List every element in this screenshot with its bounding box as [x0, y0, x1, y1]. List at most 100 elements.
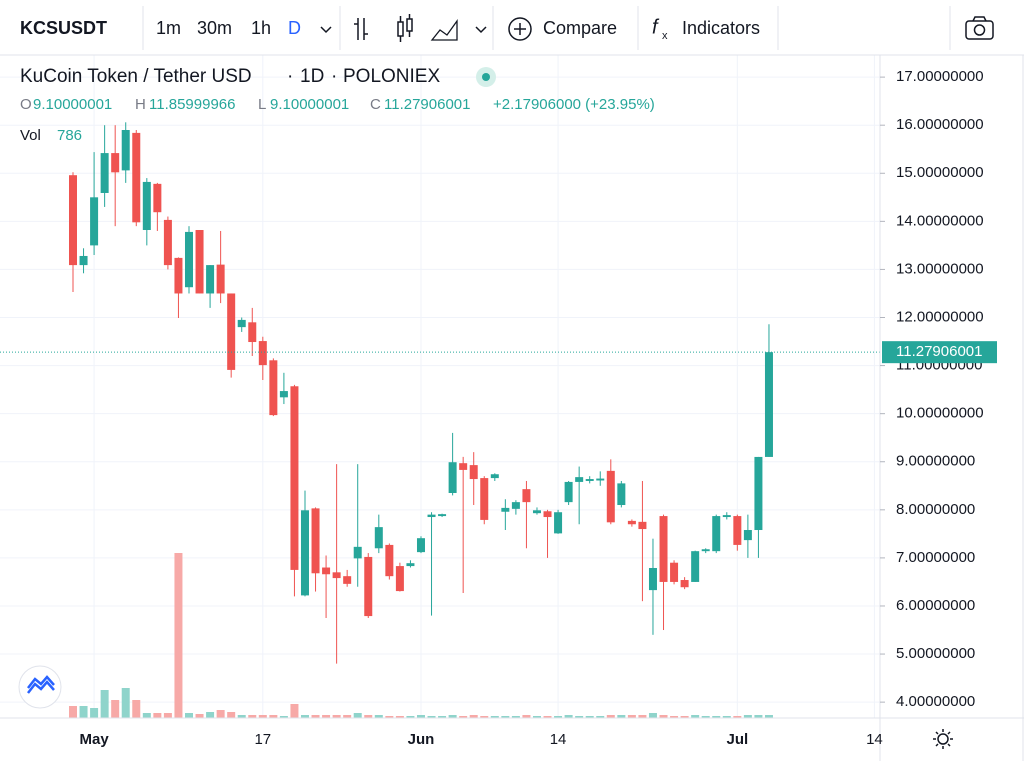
area-style-icon[interactable] [430, 18, 458, 41]
volume-value: 786 [57, 127, 82, 144]
candle-body [121, 130, 130, 171]
y-tick-label: 13.00000000 [896, 260, 984, 277]
candle-body [395, 566, 404, 592]
candle-body [564, 481, 573, 503]
candle-body [269, 360, 278, 416]
settings-icon[interactable] [933, 729, 953, 749]
indicators-icon[interactable]: x [662, 30, 668, 42]
volume-bar [111, 700, 120, 718]
candle-body [111, 153, 120, 173]
candle-body [69, 175, 77, 266]
volume-pane [69, 553, 773, 718]
interval-button[interactable]: D [288, 18, 301, 38]
logo-mark [27, 675, 55, 694]
x-tick-label: May [79, 731, 109, 748]
y-tick-label: 4.00000000 [896, 693, 975, 710]
legend-interval: 1D [300, 66, 324, 87]
interval-button[interactable]: 1h [251, 18, 271, 38]
separator: · [331, 66, 337, 87]
volume-bar [237, 715, 246, 718]
ohlc-label: C [370, 96, 381, 113]
volume-bar [585, 716, 594, 718]
candle-body [511, 502, 520, 509]
volume-bar [227, 712, 236, 718]
snapshot-icon[interactable] [965, 16, 994, 40]
candle-style-icon[interactable] [397, 14, 413, 42]
ohlc-label: H [135, 96, 146, 113]
candle-body [575, 477, 584, 482]
volume-bar [648, 713, 657, 718]
candle-body [290, 386, 299, 570]
candle-body [237, 319, 246, 328]
volume-bar [322, 715, 331, 718]
candle-body [174, 257, 183, 294]
last-price-label: 11.27906001 [896, 343, 982, 360]
volume-bar [206, 712, 215, 718]
candle-body [501, 507, 510, 512]
volume-bar [279, 716, 288, 718]
candle-body [585, 479, 594, 481]
volume-bar [480, 716, 489, 718]
volume-bar [385, 716, 394, 718]
status-dot [482, 73, 490, 81]
volume-bar [438, 716, 447, 718]
y-tick-label: 10.00000000 [896, 405, 984, 422]
exchange: POLONIEX [343, 66, 440, 87]
y-tick-label: 12.00000000 [896, 308, 984, 325]
style-menu[interactable] [475, 26, 487, 34]
volume-bar [522, 715, 531, 718]
volume-bar [448, 715, 457, 718]
symbol[interactable]: KCSUSDT [20, 18, 107, 38]
candle-body [227, 293, 236, 370]
volume-bar [459, 716, 468, 718]
candles [0, 122, 880, 664]
volume-bar [195, 714, 204, 718]
y-tick-label: 9.00000000 [896, 453, 975, 470]
toolbar [0, 0, 1024, 55]
volume-bar [290, 704, 299, 718]
compare-icon[interactable] [508, 17, 532, 41]
candle-body [206, 265, 215, 294]
volume-bar [427, 716, 436, 718]
candle-body [648, 567, 657, 591]
volume-bar [174, 553, 183, 718]
candle-body [490, 474, 499, 479]
volume-bar [659, 715, 668, 718]
indicators-icon[interactable]: f [652, 16, 660, 38]
interval-button[interactable]: 30m [197, 18, 232, 38]
y-tick-label: 15.00000000 [896, 164, 984, 181]
indicators-button[interactable]: Indicators [682, 18, 760, 38]
volume-bar [153, 713, 162, 718]
candle-body [627, 520, 636, 525]
change: +2.17906000 (+23.95%) [493, 96, 655, 113]
volume-bar [554, 716, 563, 718]
ohlc-legend: O 9.10000001 H 11.85999966 L 9.10000001 … [20, 96, 655, 113]
bar-style-icon[interactable] [354, 18, 368, 40]
candle-body [638, 521, 647, 530]
volume-bar [69, 706, 77, 718]
interval-button[interactable]: 1m [156, 18, 181, 38]
candle-body [459, 463, 468, 470]
interval-menu[interactable] [320, 26, 332, 34]
candle-body [132, 132, 141, 223]
volume-bar [501, 716, 510, 718]
compare-button[interactable]: Compare [543, 18, 617, 38]
volume-bar [100, 690, 109, 718]
candle-body [195, 230, 204, 294]
candle-body [332, 572, 341, 579]
candle-body [364, 556, 373, 617]
candle-body [448, 462, 457, 493]
candle-body [100, 153, 109, 193]
volume-bar [764, 715, 773, 718]
candle-body [416, 538, 425, 553]
candle-body [691, 551, 700, 582]
grid [0, 55, 880, 718]
candle-body [617, 483, 626, 506]
candle-body [216, 264, 225, 294]
volume-bar [395, 716, 404, 718]
x-tick-label: 17 [254, 731, 271, 748]
volume-bar [733, 716, 742, 718]
candle-body [258, 341, 267, 366]
volume-bar [269, 715, 278, 718]
